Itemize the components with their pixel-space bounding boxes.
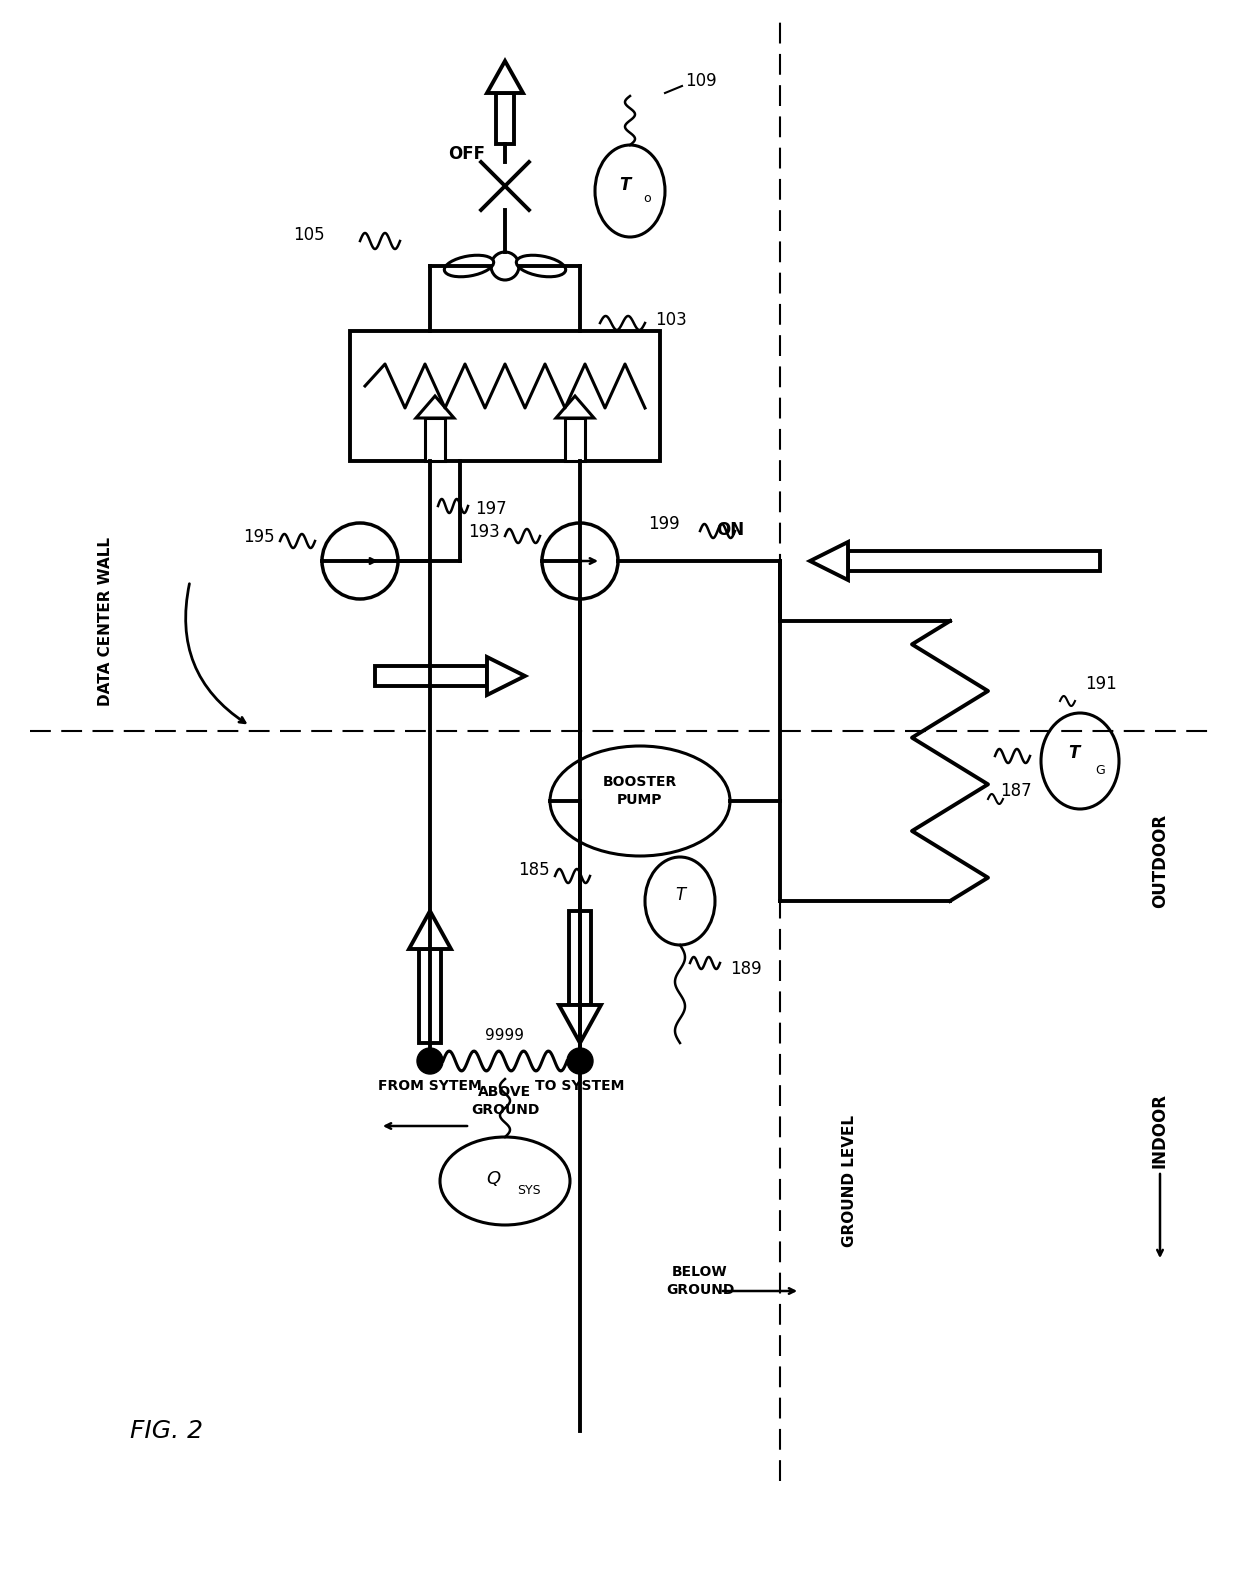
Text: 109: 109 [684,73,717,90]
Text: 191: 191 [1085,675,1117,692]
Ellipse shape [516,255,565,277]
Text: FROM SYTEM: FROM SYTEM [378,1078,482,1092]
Bar [350,330,660,462]
Text: ABOVE
GROUND: ABOVE GROUND [471,1085,539,1116]
Ellipse shape [645,857,715,945]
Ellipse shape [595,145,665,237]
Circle shape [322,523,398,599]
Ellipse shape [440,1137,570,1225]
Polygon shape [569,911,591,1006]
Polygon shape [487,62,523,93]
Text: Q: Q [486,1170,500,1187]
Ellipse shape [444,255,494,277]
Circle shape [542,523,618,599]
Text: DATA CENTER WALL: DATA CENTER WALL [98,536,113,705]
Circle shape [567,1048,593,1073]
Text: 189: 189 [730,960,761,979]
Text: o: o [644,193,651,206]
Polygon shape [848,552,1100,571]
Polygon shape [415,395,454,417]
Text: 199: 199 [649,515,680,533]
Text: BELOW
GROUND: BELOW GROUND [666,1265,734,1296]
Text: INDOOR: INDOOR [1151,1094,1169,1168]
Text: 185: 185 [518,862,551,879]
Text: 197: 197 [475,500,507,519]
Circle shape [491,251,520,280]
Polygon shape [496,93,515,144]
Polygon shape [559,1006,601,1043]
Text: SYS: SYS [517,1184,541,1197]
Text: ON: ON [715,522,744,539]
Text: GROUND LEVEL: GROUND LEVEL [842,1115,858,1247]
Polygon shape [419,949,441,1043]
Polygon shape [565,417,585,462]
Text: TO SYSTEM: TO SYSTEM [536,1078,625,1092]
Polygon shape [374,666,487,686]
Polygon shape [556,395,594,417]
Text: OFF: OFF [449,145,486,163]
Text: FIG. 2: FIG. 2 [130,1420,203,1443]
Polygon shape [810,542,848,580]
Text: T: T [619,175,631,194]
Text: 9999: 9999 [486,1029,525,1043]
Ellipse shape [551,746,730,855]
Ellipse shape [1042,713,1118,809]
Text: 187: 187 [999,783,1032,800]
Text: 195: 195 [243,528,275,545]
Polygon shape [409,911,451,949]
Text: BOOSTER
PUMP: BOOSTER PUMP [603,775,677,806]
Text: 193: 193 [469,523,500,541]
Polygon shape [487,658,525,696]
Polygon shape [425,417,445,462]
Text: G: G [1095,765,1105,778]
Text: 105: 105 [294,226,325,243]
Text: 103: 103 [655,311,687,329]
Text: T: T [1069,745,1080,762]
Text: OUTDOOR: OUTDOOR [1151,814,1169,907]
Circle shape [417,1048,443,1073]
Text: T: T [675,885,684,904]
